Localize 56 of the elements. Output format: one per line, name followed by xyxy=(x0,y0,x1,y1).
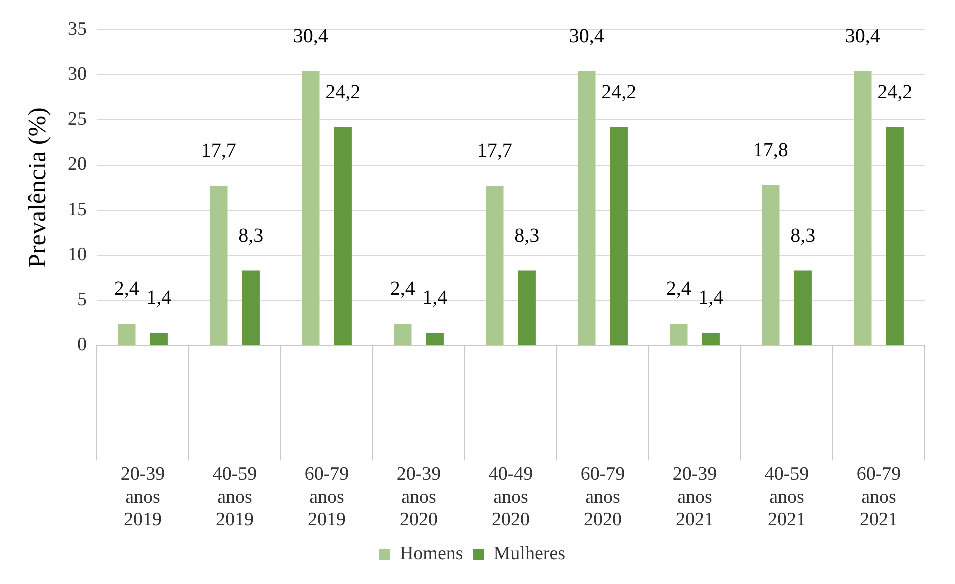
bar xyxy=(150,332,168,346)
bar xyxy=(762,185,780,346)
x-tick-label: 60-79 anos 2021 xyxy=(856,464,902,531)
y-axis-title: Prevalência (%) xyxy=(24,108,52,268)
bar xyxy=(302,71,320,346)
data-label: 8,3 xyxy=(514,225,540,248)
bar xyxy=(886,127,904,346)
legend-label: Homens xyxy=(400,543,464,564)
x-tick-label: 40-59 anos 2021 xyxy=(764,464,810,531)
bar xyxy=(702,332,720,346)
y-tick-label: 20 xyxy=(68,154,87,176)
y-tick-label: 10 xyxy=(68,244,87,266)
data-label: 2,4 xyxy=(390,278,416,300)
data-label: 1,4 xyxy=(698,287,724,310)
bar xyxy=(578,71,596,346)
y-tick-label: 15 xyxy=(68,199,87,220)
bar xyxy=(670,324,688,346)
y-tick-label: 25 xyxy=(68,109,87,130)
y-tick-label: 35 xyxy=(68,18,87,40)
bar xyxy=(334,127,352,346)
data-label: 24,2 xyxy=(326,82,361,104)
legend-label: Mulheres xyxy=(494,543,566,564)
data-label: 8,3 xyxy=(238,225,264,248)
data-label: 24,2 xyxy=(878,82,913,104)
data-label: 2,4 xyxy=(666,278,692,300)
data-label: 30,4 xyxy=(293,26,328,48)
data-label: 1,4 xyxy=(422,287,448,310)
x-tick-label: 20-39 anos 2021 xyxy=(672,464,718,531)
data-label: 17,7 xyxy=(477,140,512,162)
x-tick-label: 60-79 anos 2019 xyxy=(304,464,350,531)
data-label: 30,4 xyxy=(845,26,880,48)
bar xyxy=(794,270,812,346)
bar xyxy=(394,324,412,346)
x-tick-label: 40-59 anos 2019 xyxy=(212,464,258,531)
bar xyxy=(854,71,872,346)
x-tick-label: 40-49 anos 2020 xyxy=(488,464,534,531)
data-label: 17,7 xyxy=(201,140,236,162)
data-label: 30,4 xyxy=(569,26,604,48)
x-tick-label: 20-39 anos 2020 xyxy=(396,464,442,531)
data-label: 2,4 xyxy=(114,278,140,300)
bar xyxy=(210,186,228,346)
data-label: 1,4 xyxy=(146,287,172,310)
bar xyxy=(518,270,536,346)
y-tick-label: 5 xyxy=(78,290,87,310)
data-label: 8,3 xyxy=(790,225,816,248)
bar xyxy=(118,324,136,346)
bar xyxy=(486,186,504,346)
data-label: 24,2 xyxy=(602,82,637,104)
x-tick-label: 60-79 anos 2020 xyxy=(580,464,626,531)
bar xyxy=(242,270,260,346)
y-tick-label: 0 xyxy=(78,334,87,356)
x-tick-label: 20-39 anos 2019 xyxy=(120,464,166,531)
y-tick-label: 30 xyxy=(68,64,87,86)
bar xyxy=(610,127,628,346)
data-label: 17,8 xyxy=(753,139,788,162)
bar xyxy=(426,332,444,346)
